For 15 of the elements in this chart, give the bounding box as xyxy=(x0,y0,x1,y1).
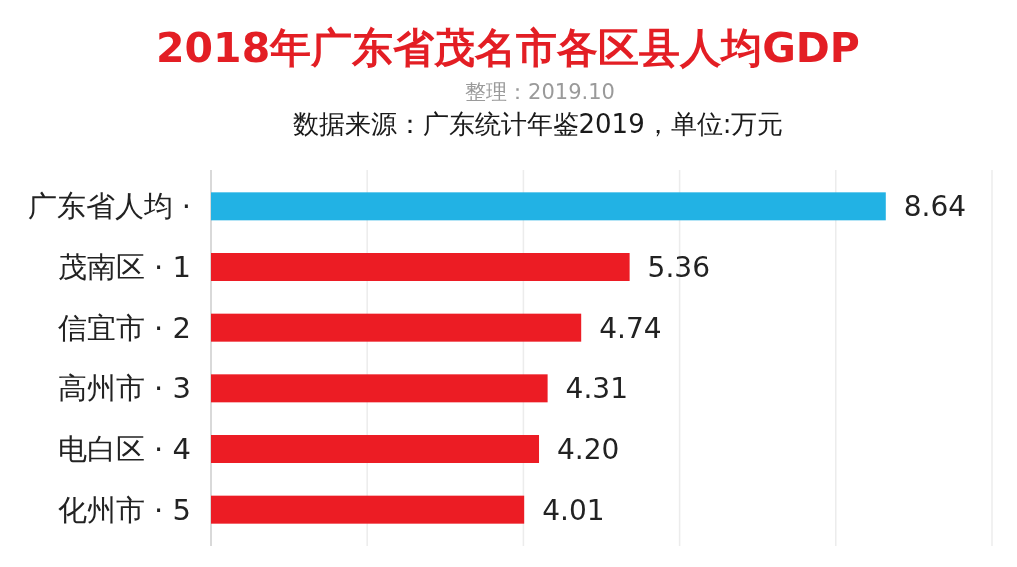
subtitle: 整理：2019.10 xyxy=(465,80,615,104)
data-label: 4.20 xyxy=(557,433,620,466)
title: 2018年广东省茂名市各区县人均GDP xyxy=(156,24,860,72)
category: 茂南区 · 1 xyxy=(57,250,191,284)
category: 信宜市 · 2 xyxy=(57,310,191,345)
data-label: 5.36 xyxy=(647,251,710,284)
category: 高州市 · 3 xyxy=(57,371,191,406)
data-label: 4.01 xyxy=(542,493,605,527)
category: 广东省人均 · xyxy=(27,189,191,224)
data-label: 4.31 xyxy=(565,372,628,406)
data-label: 4.74 xyxy=(599,311,662,345)
category: 电白区 · 4 xyxy=(57,432,191,466)
data-label: 8.64 xyxy=(903,190,967,224)
category: 化州市 · 5 xyxy=(57,492,191,527)
annotation: 数据来源：广东统计年鉴2019，单位:万元 xyxy=(292,109,784,139)
